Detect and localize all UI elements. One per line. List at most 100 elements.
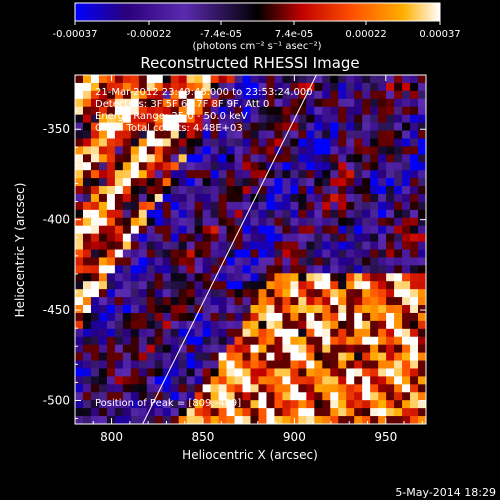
heatmap-cell xyxy=(266,193,276,203)
heatmap-cell xyxy=(282,273,291,282)
heatmap-cell xyxy=(226,320,236,330)
heatmap-cell xyxy=(266,360,276,370)
heatmap-cell xyxy=(75,352,84,362)
heatmap xyxy=(75,75,426,424)
heatmap-cell xyxy=(186,225,196,235)
heatmap-cell xyxy=(130,289,140,298)
heatmap-cell xyxy=(258,336,268,346)
heatmap-cell xyxy=(194,289,204,298)
heatmap-cell xyxy=(410,281,419,290)
heatmap-cell xyxy=(402,201,411,211)
heatmap-cell xyxy=(354,305,363,314)
heatmap-cell xyxy=(154,193,164,203)
heatmap-cell xyxy=(330,249,339,259)
heatmap-cell xyxy=(186,289,196,298)
heatmap-cell xyxy=(234,209,244,219)
heatmap-cell xyxy=(290,384,299,393)
heatmap-cell xyxy=(186,241,196,251)
heatmap-cell xyxy=(410,193,419,203)
heatmap-cell xyxy=(370,344,379,354)
heatmap-cell xyxy=(202,297,212,306)
heatmap-cell xyxy=(290,368,299,378)
heatmap-cell xyxy=(146,90,156,100)
heatmap-cell xyxy=(234,193,244,203)
colorbar-tick-label: -7.4e-05 xyxy=(200,29,242,40)
heatmap-cell xyxy=(250,305,260,314)
heatmap-cell xyxy=(274,344,284,354)
heatmap-cell xyxy=(354,336,363,346)
heatmap-cell xyxy=(298,82,307,92)
heatmap-cell xyxy=(98,281,108,290)
heatmap-cell xyxy=(130,98,140,108)
heatmap-cell xyxy=(178,400,188,409)
heatmap-cell xyxy=(162,320,172,330)
heatmap-cell xyxy=(210,360,220,370)
heatmap-cell xyxy=(378,98,387,108)
heatmap-cell xyxy=(154,328,164,338)
heatmap-cell xyxy=(306,146,315,155)
heatmap-cell xyxy=(330,289,339,298)
heatmap-cell xyxy=(354,320,363,330)
heatmap-cell xyxy=(250,384,260,393)
heatmap-cell xyxy=(242,146,252,155)
heatmap-cell xyxy=(346,154,355,163)
heatmap-cell xyxy=(202,233,212,243)
heatmap-cell xyxy=(394,225,403,235)
heatmap-cell xyxy=(202,400,212,409)
heatmap-cell xyxy=(266,75,276,84)
heatmap-cell xyxy=(146,186,156,195)
footer-date: 5-May-2014 18:29 xyxy=(395,486,496,499)
heatmap-cell xyxy=(90,162,100,171)
heatmap-cell xyxy=(122,114,132,124)
time-range-text: 21-Mar-2012 23:49:48.000 to 23:53:24.000 xyxy=(95,87,313,98)
heatmap-cell xyxy=(338,217,347,227)
heatmap-cell xyxy=(362,178,371,187)
heatmap-cell xyxy=(218,225,228,235)
heatmap-cell xyxy=(242,328,252,338)
heatmap-cell xyxy=(282,400,291,409)
heatmap-cell xyxy=(266,265,276,274)
heatmap-cell xyxy=(178,320,188,330)
heatmap-cell xyxy=(162,344,172,354)
heatmap-cell xyxy=(266,249,276,259)
heatmap-cell xyxy=(306,209,315,219)
heatmap-cell xyxy=(370,416,379,424)
heatmap-cell xyxy=(106,320,116,330)
heatmap-cell xyxy=(146,344,156,354)
heatmap-cell xyxy=(378,114,387,124)
heatmap-cell xyxy=(418,328,426,338)
heatmap-cell xyxy=(322,241,331,251)
heatmap-cell xyxy=(386,233,395,243)
heatmap-cell xyxy=(90,312,100,322)
heatmap-cell xyxy=(162,114,172,124)
heatmap-cell xyxy=(234,305,244,314)
heatmap-cell xyxy=(90,289,100,298)
heatmap-cell xyxy=(114,360,124,370)
heatmap-cell xyxy=(410,106,419,116)
heatmap-cell xyxy=(322,193,331,203)
heatmap-cell xyxy=(122,75,132,84)
heatmap-cell xyxy=(370,368,379,378)
heatmap-cell xyxy=(266,368,276,378)
heatmap-cell xyxy=(274,114,284,124)
heatmap-cell xyxy=(242,122,252,132)
heatmap-cell xyxy=(170,122,180,132)
heatmap-cell xyxy=(170,249,180,259)
heatmap-cell xyxy=(338,344,347,354)
heatmap-cell xyxy=(378,344,387,354)
heatmap-cell xyxy=(402,392,411,401)
heatmap-cell xyxy=(122,336,132,346)
colorbar-tick-label: -0.00022 xyxy=(127,29,172,40)
heatmap-cell xyxy=(114,178,124,187)
heatmap-cell xyxy=(354,249,363,259)
heatmap-cell xyxy=(234,416,244,424)
heatmap-cell xyxy=(370,320,379,330)
heatmap-cell xyxy=(130,241,140,251)
heatmap-cell xyxy=(274,281,284,290)
heatmap-cell xyxy=(202,154,212,163)
heatmap-cell xyxy=(106,138,116,147)
heatmap-cell xyxy=(130,400,140,409)
heatmap-cell xyxy=(258,209,268,219)
heatmap-cell xyxy=(82,281,92,290)
heatmap-cell xyxy=(266,400,276,409)
